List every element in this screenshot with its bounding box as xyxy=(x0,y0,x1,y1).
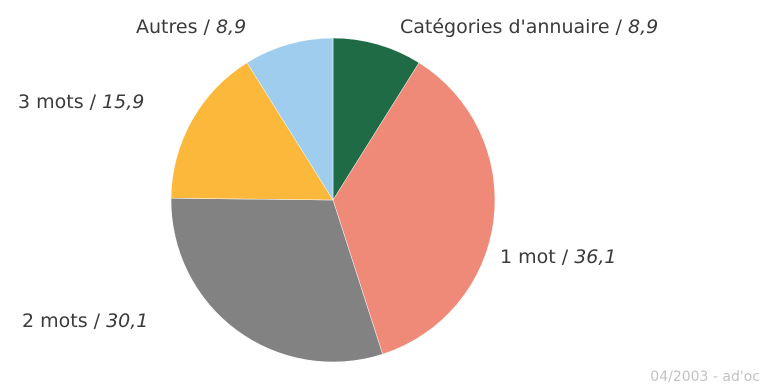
label-autres-value: 8,9 xyxy=(215,16,247,38)
label-categories-annuaire-value: 8,9 xyxy=(628,16,659,38)
source-credit: 04/2003 - ad'oc xyxy=(650,369,760,385)
pie-slice-0 xyxy=(332,37,420,201)
label-2-mots: 2 mots / 30,1 xyxy=(22,310,149,332)
label-3-mots-value: 15,9 xyxy=(102,91,145,113)
pie-slice-3 xyxy=(170,62,334,201)
label-1-mot-name: 1 mot xyxy=(500,246,556,268)
label-autres: Autres / 8,9 xyxy=(136,16,247,38)
label-3-mots-name: 3 mots xyxy=(18,91,84,113)
label-1-mot-value: 36,1 xyxy=(574,246,617,268)
label-autres-name: Autres xyxy=(136,16,198,38)
label-2-mots-name: 2 mots xyxy=(22,310,88,332)
label-3-mots: 3 mots / 15,9 xyxy=(18,91,145,113)
pie-slice-2 xyxy=(170,197,383,363)
pie-slice-4 xyxy=(246,37,334,201)
label-1-mot: 1 mot / 36,1 xyxy=(500,246,617,268)
pie-slice-1 xyxy=(332,62,496,355)
label-categories-annuaire: Catégories d'annuaire / 8,9 xyxy=(400,16,659,38)
label-categories-annuaire-name: Catégories d'annuaire xyxy=(400,16,610,38)
label-2-mots-value: 30,1 xyxy=(106,310,149,332)
